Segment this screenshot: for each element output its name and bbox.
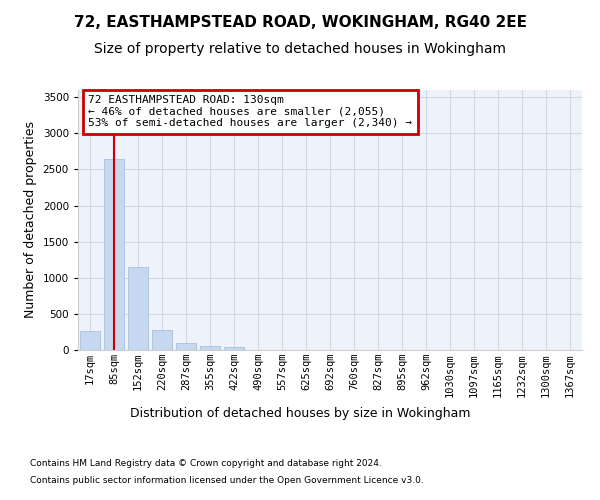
Bar [224,347,244,350]
Bar [200,346,220,350]
Bar [176,343,196,350]
Text: 72, EASTHAMPSTEAD ROAD, WOKINGHAM, RG40 2EE: 72, EASTHAMPSTEAD ROAD, WOKINGHAM, RG40 … [74,15,527,30]
Bar [128,267,148,350]
Bar [152,330,172,350]
Bar [80,330,100,350]
Bar [104,158,124,350]
Text: Size of property relative to detached houses in Wokingham: Size of property relative to detached ho… [94,42,506,56]
Y-axis label: Number of detached properties: Number of detached properties [24,122,37,318]
Text: Contains HM Land Registry data © Crown copyright and database right 2024.: Contains HM Land Registry data © Crown c… [30,458,382,468]
Text: Contains public sector information licensed under the Open Government Licence v3: Contains public sector information licen… [30,476,424,485]
Text: 72 EASTHAMPSTEAD ROAD: 130sqm
← 46% of detached houses are smaller (2,055)
53% o: 72 EASTHAMPSTEAD ROAD: 130sqm ← 46% of d… [88,95,412,128]
Text: Distribution of detached houses by size in Wokingham: Distribution of detached houses by size … [130,408,470,420]
